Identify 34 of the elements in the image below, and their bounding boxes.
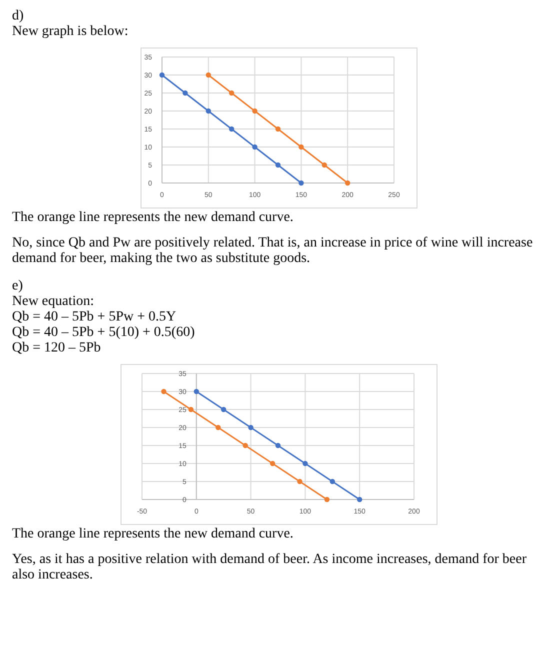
point [229, 90, 234, 96]
point [159, 72, 165, 78]
chart-subtitle: d) New graph is below: [12, 8, 128, 39]
text: No, since Qb and Pw are positively related. That is, an increase in price of wine will increase demand for beer, making the two as substitute goods. [12, 236, 533, 266]
point [275, 442, 281, 448]
point [206, 72, 211, 78]
chart-subtitle: e) New equation: Qb = 40 – 5Pb + 5Pw + 0.5Y Qb = 40 – 5Pb + 5(10) + 0.5(60) Qb = 120 – 5Pb [12, 278, 196, 355]
point [298, 144, 304, 150]
point [242, 442, 248, 448]
text: The orange line represents the new demand curve. [12, 210, 294, 225]
point [357, 496, 362, 502]
point [302, 460, 308, 466]
point [324, 496, 330, 502]
point [248, 424, 254, 430]
text: The orange line represents the new demand curve. [12, 526, 294, 541]
text: Yes, as it has a positive relation with demand of beer. As income increases, demand for beer also increases. [12, 552, 527, 582]
point [188, 406, 194, 412]
point [330, 478, 335, 484]
point [275, 126, 281, 132]
point [275, 162, 281, 168]
point [322, 162, 327, 168]
point [216, 424, 221, 430]
point [345, 180, 350, 186]
point [206, 108, 211, 114]
point [182, 90, 188, 96]
point [161, 388, 166, 394]
point [229, 126, 234, 132]
point [298, 180, 304, 186]
point [297, 478, 302, 484]
point [194, 388, 199, 394]
point [252, 144, 258, 150]
point [252, 108, 258, 114]
point [221, 406, 226, 412]
point [270, 460, 276, 466]
